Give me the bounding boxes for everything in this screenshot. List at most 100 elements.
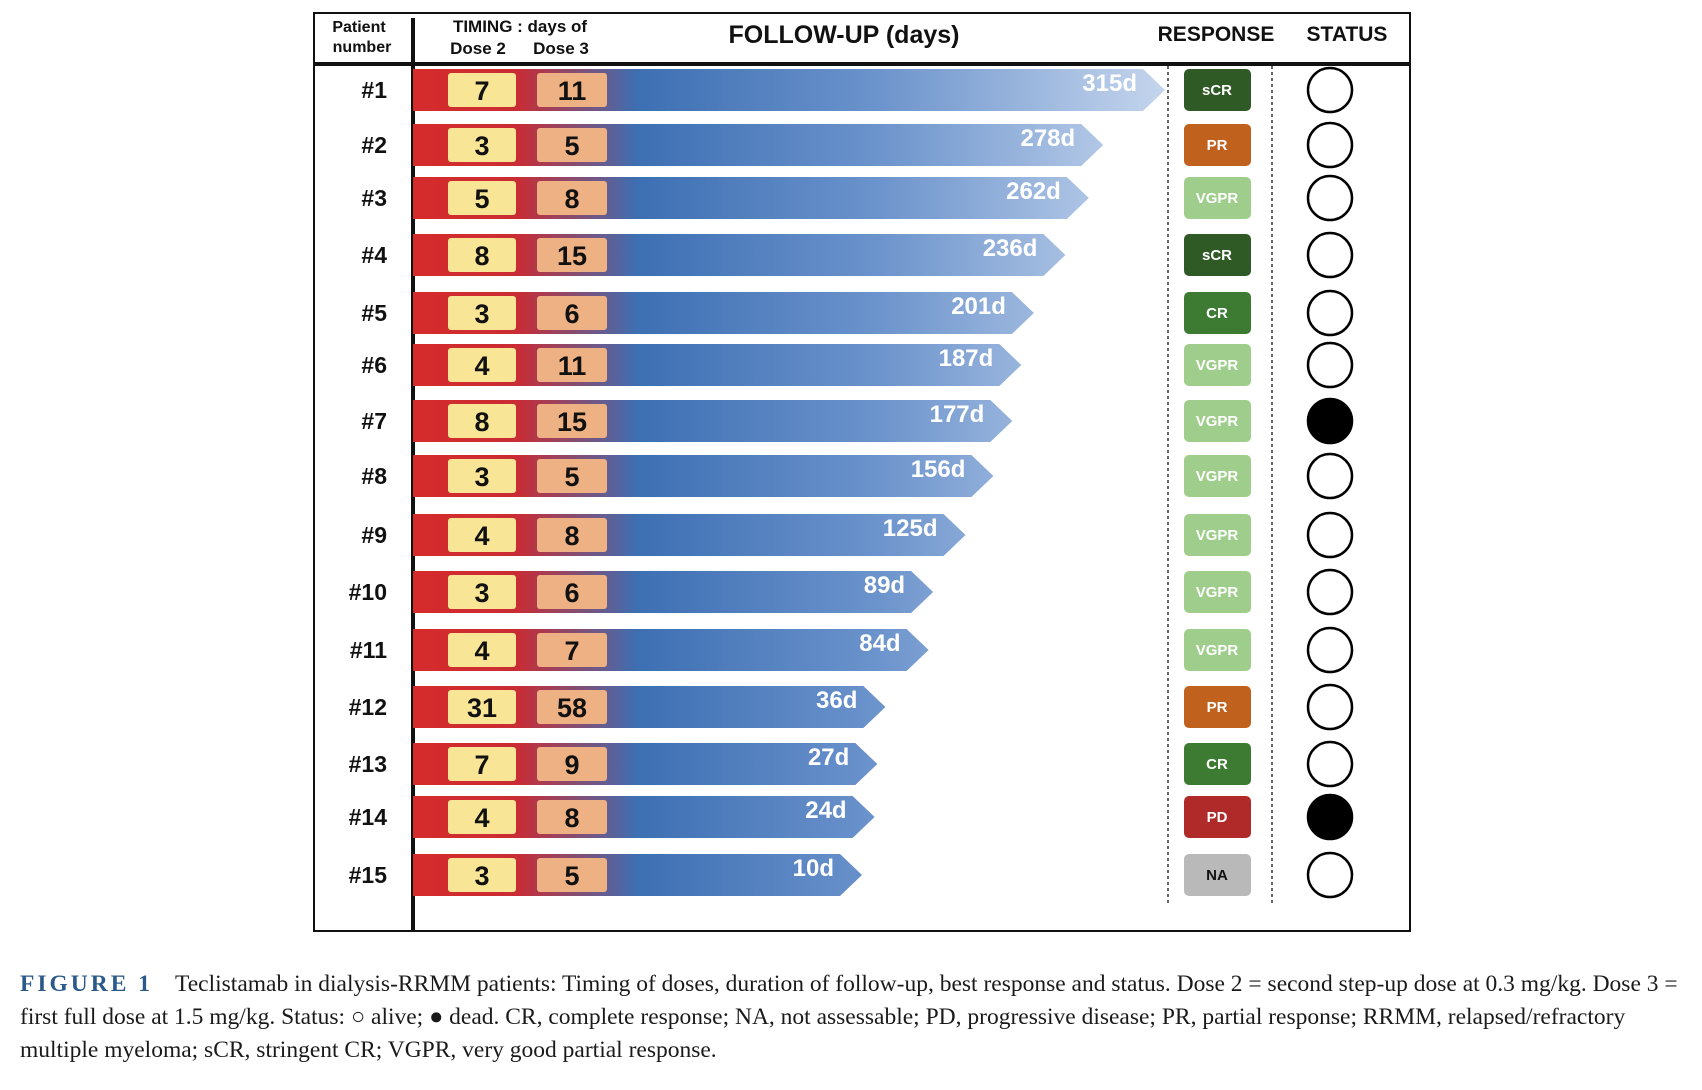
dose3-box (537, 238, 607, 272)
response-badge (1184, 796, 1251, 838)
response-label: VGPR (1196, 190, 1239, 207)
dose3-box (537, 518, 607, 552)
caption-label: FIGURE 1 (20, 971, 154, 997)
response-badge (1184, 743, 1251, 785)
dose3-value: 5 (564, 861, 579, 891)
patient-number: #11 (350, 637, 387, 663)
status-alive-icon (1306, 121, 1354, 169)
followup-label: 201d (951, 293, 1006, 320)
dose3-value: 5 (564, 131, 579, 161)
patient-number: #14 (349, 804, 388, 830)
followup-label: 278d (1020, 125, 1075, 152)
dose3-box (537, 575, 607, 609)
followup-bar (413, 124, 1104, 166)
followup-label: 315d (1082, 70, 1137, 97)
figure-caption: FIGURE 1 Teclistamab in dialysis-RRMM pat… (20, 968, 1690, 1067)
dose3-box (537, 459, 607, 493)
patient-number: #13 (349, 751, 387, 777)
dose3-value: 11 (558, 351, 587, 381)
followup-label: 187d (939, 345, 994, 372)
dose3-box (537, 800, 607, 834)
response-label: VGPR (1196, 468, 1239, 485)
response-badge (1184, 854, 1251, 896)
followup-label: 27d (808, 744, 849, 771)
response-badge (1184, 177, 1251, 219)
dose3-box (537, 858, 607, 892)
status-alive-icon (1306, 626, 1354, 674)
followup-bar (413, 69, 1165, 111)
followup-label: 24d (805, 797, 846, 824)
dose2-box (448, 404, 516, 438)
patient-number: #4 (361, 242, 387, 268)
followup-bar (413, 854, 862, 896)
dose2-value: 31 (467, 693, 497, 723)
dose2-value: 4 (474, 521, 489, 551)
dose2-box (448, 575, 516, 609)
header-dose3: Dose 3 (533, 39, 589, 58)
patient-number: #2 (361, 132, 387, 158)
dose3-value: 7 (564, 636, 579, 666)
dose2-value: 3 (474, 861, 489, 891)
response-badge (1184, 514, 1251, 556)
dose2-box (448, 800, 516, 834)
header-response: RESPONSE (1158, 23, 1275, 46)
status-alive-icon (1306, 341, 1354, 389)
dose3-box (537, 128, 607, 162)
status-dead-icon (1306, 397, 1354, 445)
dose3-value: 6 (564, 578, 579, 608)
dose2-value: 8 (474, 241, 489, 271)
patient-number: #12 (349, 694, 387, 720)
patient-rows: #1 7 11 315d sCR#2 3 5 278d PR#3 5 8 262d VGPR#4 8 15 2… (349, 66, 1354, 899)
dose2-value: 4 (474, 351, 489, 381)
dose2-value: 7 (474, 750, 489, 780)
followup-label: 84d (859, 630, 900, 657)
status-alive-icon (1306, 683, 1354, 731)
dose2-box (448, 73, 516, 107)
followup-label: 10d (793, 855, 834, 882)
dose2-value: 3 (474, 578, 489, 608)
dose3-value: 58 (557, 693, 587, 723)
status-alive-icon (1306, 452, 1354, 500)
followup-label: 177d (930, 401, 985, 428)
figure-chart: Patient number TIMING : days of Dose 2 D… (313, 12, 1411, 932)
patient-number: #15 (349, 862, 388, 888)
dose3-value: 11 (558, 76, 587, 106)
dose3-value: 8 (564, 184, 579, 214)
dose3-box (537, 181, 607, 215)
patient-number: #9 (361, 522, 387, 548)
response-label: VGPR (1196, 584, 1239, 601)
dose3-box (537, 747, 607, 781)
dose3-value: 8 (564, 803, 579, 833)
followup-label: 89d (864, 572, 905, 599)
status-alive-icon (1306, 851, 1354, 899)
status-alive-icon (1306, 66, 1354, 114)
response-badge (1184, 455, 1251, 497)
header-dose2: Dose 2 (450, 39, 506, 58)
response-badge (1184, 571, 1251, 613)
dose2-box (448, 238, 516, 272)
response-badge (1184, 124, 1251, 166)
patient-number: #7 (361, 408, 387, 434)
dose3-box (537, 73, 607, 107)
response-badge (1184, 400, 1251, 442)
dose2-box (448, 181, 516, 215)
header-patient-line2: number (333, 39, 392, 56)
dose2-box (448, 459, 516, 493)
response-label: PR (1207, 699, 1228, 716)
dose2-value: 8 (474, 407, 489, 437)
response-badge (1184, 234, 1251, 276)
dose3-box (537, 690, 607, 724)
dose2-box (448, 348, 516, 382)
dose3-box (537, 404, 607, 438)
header-patient-line1: Patient (332, 19, 386, 36)
status-alive-icon (1306, 568, 1354, 616)
patient-number: #5 (361, 300, 387, 326)
response-label: VGPR (1196, 413, 1239, 430)
dose3-value: 15 (557, 407, 587, 437)
response-badge (1184, 686, 1251, 728)
header-timing: TIMING : days of (453, 17, 587, 36)
header-followup: FOLLOW-UP (days) (729, 21, 960, 49)
status-alive-icon (1306, 174, 1354, 222)
followup-bar (413, 686, 886, 728)
followup-label: 262d (1006, 178, 1061, 205)
